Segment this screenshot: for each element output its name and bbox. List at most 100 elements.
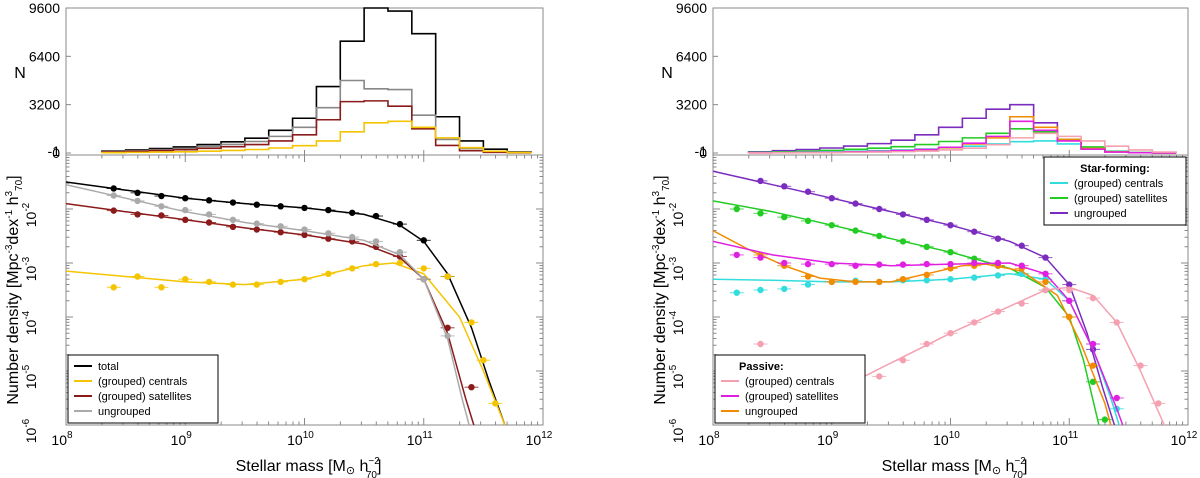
- point-sf-satellites: [899, 238, 907, 245]
- point-ungrouped: [205, 211, 213, 218]
- smf-xtick-label: 109: [171, 430, 193, 448]
- point--grouped--centrals: [301, 276, 308, 283]
- hist-ytick-label: 6400: [29, 48, 60, 64]
- hist-ytick-bottom-label: -1: [48, 143, 61, 159]
- point--grouped--satellites: [182, 216, 189, 223]
- point-passive-centrals: [971, 319, 978, 326]
- point-passive-satellites: [828, 260, 835, 268]
- point--grouped--centrals: [277, 278, 284, 286]
- smf-plot-area: [66, 181, 506, 425]
- point-total: [182, 195, 189, 202]
- point-sf-satellites: [781, 213, 788, 221]
- legend-label: (grouped) satellites: [98, 391, 192, 403]
- point--grouped--satellites: [229, 223, 237, 231]
- smf-ytick-label: 10-2: [21, 202, 39, 227]
- point-passive-satellites: [947, 260, 954, 268]
- point-total: [372, 212, 380, 220]
- point-sf-ungrouped: [828, 195, 835, 202]
- point--grouped--satellites: [158, 212, 165, 219]
- legend-label: (grouped) centrals: [1074, 178, 1164, 190]
- point-sf-ungrouped: [1066, 281, 1073, 288]
- smf-ytick-label: 10-5: [668, 364, 686, 389]
- point-passive-ungrouped: [876, 278, 883, 286]
- point-total: [158, 192, 165, 200]
- point-sf-centrals: [994, 272, 1002, 279]
- point-passive-ungrouped: [899, 276, 907, 283]
- point-sf-centrals: [971, 274, 978, 281]
- legend-label: (grouped) satellites: [745, 391, 839, 403]
- point-passive-ungrouped: [1042, 278, 1049, 286]
- point-sf-satellites: [1101, 416, 1109, 423]
- point-sf-ungrouped: [947, 222, 954, 229]
- legend-label: ungrouped: [745, 406, 798, 418]
- point-passive-centrals: [757, 340, 764, 348]
- curve-total: [66, 181, 506, 425]
- point-passive-satellites: [1042, 270, 1049, 277]
- legend-label: (grouped) centrals: [745, 376, 835, 388]
- legend-title: Star-forming:: [1080, 163, 1150, 175]
- smf-ytick-label: 10-2: [668, 202, 686, 227]
- point-passive-centrals: [994, 308, 1002, 315]
- point-ungrouped: [134, 197, 141, 205]
- hist-ytick-label: 0: [699, 145, 707, 161]
- hist-ytick-label: 6400: [676, 48, 707, 64]
- point-passive-satellites: [899, 261, 907, 268]
- point-passive-centrals: [947, 330, 954, 337]
- point-sf-satellites: [876, 232, 883, 240]
- point-ungrouped: [158, 203, 165, 210]
- point-passive-satellites: [1066, 297, 1073, 304]
- point--grouped--centrals: [372, 260, 380, 268]
- point-sf-ungrouped: [923, 216, 930, 223]
- smf-ytick-label: 10-3: [21, 256, 39, 281]
- point-passive-ungrouped: [852, 278, 859, 286]
- hist-series--grouped--satellites: [100, 100, 532, 154]
- point-sf-satellites: [923, 243, 930, 250]
- point--grouped--centrals: [158, 284, 165, 291]
- hist-series-passive-centrals: [747, 132, 1177, 154]
- smf-ytick-label: 10-3: [668, 256, 686, 281]
- smf-ytick-label: 10-6: [668, 418, 686, 443]
- point-sf-satellites: [733, 205, 740, 213]
- legend-box: [67, 354, 219, 424]
- smf-xtick-label: 109: [817, 430, 839, 448]
- point--grouped--satellites: [134, 211, 141, 218]
- legend-label: (grouped) centrals: [98, 376, 188, 388]
- point-passive-centrals: [876, 373, 883, 380]
- curve--grouped--satellites: [66, 202, 475, 425]
- hist-ytick-bottom-label: -1: [695, 143, 708, 159]
- point-sf-centrals: [757, 286, 764, 294]
- point-sf-ungrouped: [804, 188, 812, 195]
- point-sf-centrals: [947, 276, 954, 283]
- point-sf-ungrouped: [757, 177, 764, 185]
- point-total: [325, 206, 332, 214]
- point-passive-satellites: [757, 254, 764, 261]
- smf-xtick-label: 108: [51, 430, 73, 448]
- point-ungrouped: [349, 233, 356, 241]
- point-ungrouped: [444, 332, 451, 340]
- smf-plot-area: [713, 170, 1166, 425]
- point-passive-centrals: [1137, 362, 1144, 369]
- point-passive-satellites: [994, 259, 1002, 267]
- point--grouped--centrals: [229, 281, 237, 288]
- legend-upper-right: Star-forming: (grouped) centrals (grouped)…: [1043, 156, 1187, 226]
- point-passive-ungrouped: [804, 273, 812, 280]
- point--grouped--centrals: [205, 278, 213, 286]
- legend-lower-left: Passive: (grouped) centrals (grouped) sate…: [714, 354, 866, 424]
- point-sf-centrals: [804, 281, 812, 288]
- point-sf-ungrouped: [994, 235, 1002, 242]
- point--grouped--satellites: [205, 219, 213, 226]
- point--grouped--centrals: [349, 265, 356, 272]
- curve-passive-ungrouped: [713, 229, 1112, 425]
- point-passive-satellites: [852, 262, 859, 269]
- point-passive-centrals: [1113, 319, 1120, 326]
- smf-xtick-label: 1010: [287, 430, 314, 448]
- smf-xtick-label: 108: [698, 430, 720, 448]
- point--grouped--centrals: [492, 400, 499, 407]
- hist-ytick-label: 3200: [676, 97, 707, 113]
- point-total: [301, 204, 308, 212]
- point--grouped--centrals: [325, 270, 332, 277]
- point-sf-ungrouped: [899, 211, 907, 218]
- legend-label: ungrouped: [98, 406, 151, 418]
- point-ungrouped: [420, 276, 427, 283]
